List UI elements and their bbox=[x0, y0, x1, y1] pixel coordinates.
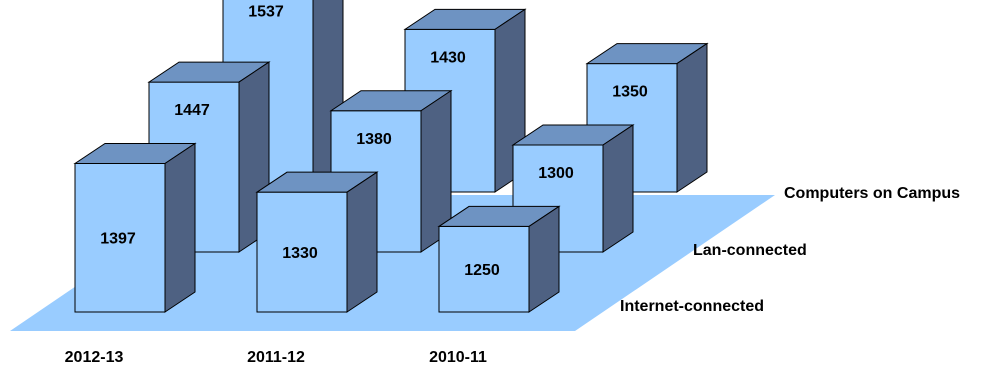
category-label-2011-12: 2011-12 bbox=[247, 349, 305, 366]
series-labels: Internet-connected Lan-connected Computers… bbox=[620, 185, 960, 315]
bar-value-label: 1537 bbox=[248, 4, 284, 21]
category-labels: 2012-13 2011-12 2010-11 bbox=[65, 349, 487, 366]
bar-value-label: 1330 bbox=[282, 245, 318, 262]
bar-side bbox=[676, 42, 708, 193]
series-label-internet-connected: Internet-connected bbox=[620, 298, 764, 315]
bar-internet-connected-2012-13: 1397 bbox=[73, 142, 197, 313]
bar-value-label: 1250 bbox=[464, 262, 500, 279]
bar-internet-connected-2011-12: 1330 bbox=[255, 171, 379, 313]
bar-front bbox=[438, 225, 530, 313]
bar-internet-connected-2010-11: 1250 bbox=[437, 205, 561, 313]
bar-side bbox=[602, 124, 634, 253]
bar-side bbox=[346, 171, 378, 313]
bar-side bbox=[528, 205, 560, 313]
category-label-2012-13: 2012-13 bbox=[65, 349, 124, 366]
series-label-computers-on-campus: Computers on Campus bbox=[784, 185, 960, 202]
bar-value-label: 1430 bbox=[430, 49, 466, 66]
bar-value-label: 1447 bbox=[174, 102, 210, 119]
bars-group: 1537 1430 1350 1447 1380 1300 1397 1330 1250 bbox=[73, 0, 709, 313]
series-label-lan-connected: Lan-connected bbox=[693, 242, 807, 259]
bar-front bbox=[256, 191, 348, 313]
bar-side bbox=[164, 142, 196, 313]
bar-value-label: 1300 bbox=[538, 165, 574, 182]
bar-value-label: 1380 bbox=[356, 131, 392, 148]
bar-value-label: 1397 bbox=[100, 231, 136, 248]
bar-value-label: 1350 bbox=[612, 84, 648, 101]
category-label-2010-11: 2010-11 bbox=[429, 349, 487, 366]
